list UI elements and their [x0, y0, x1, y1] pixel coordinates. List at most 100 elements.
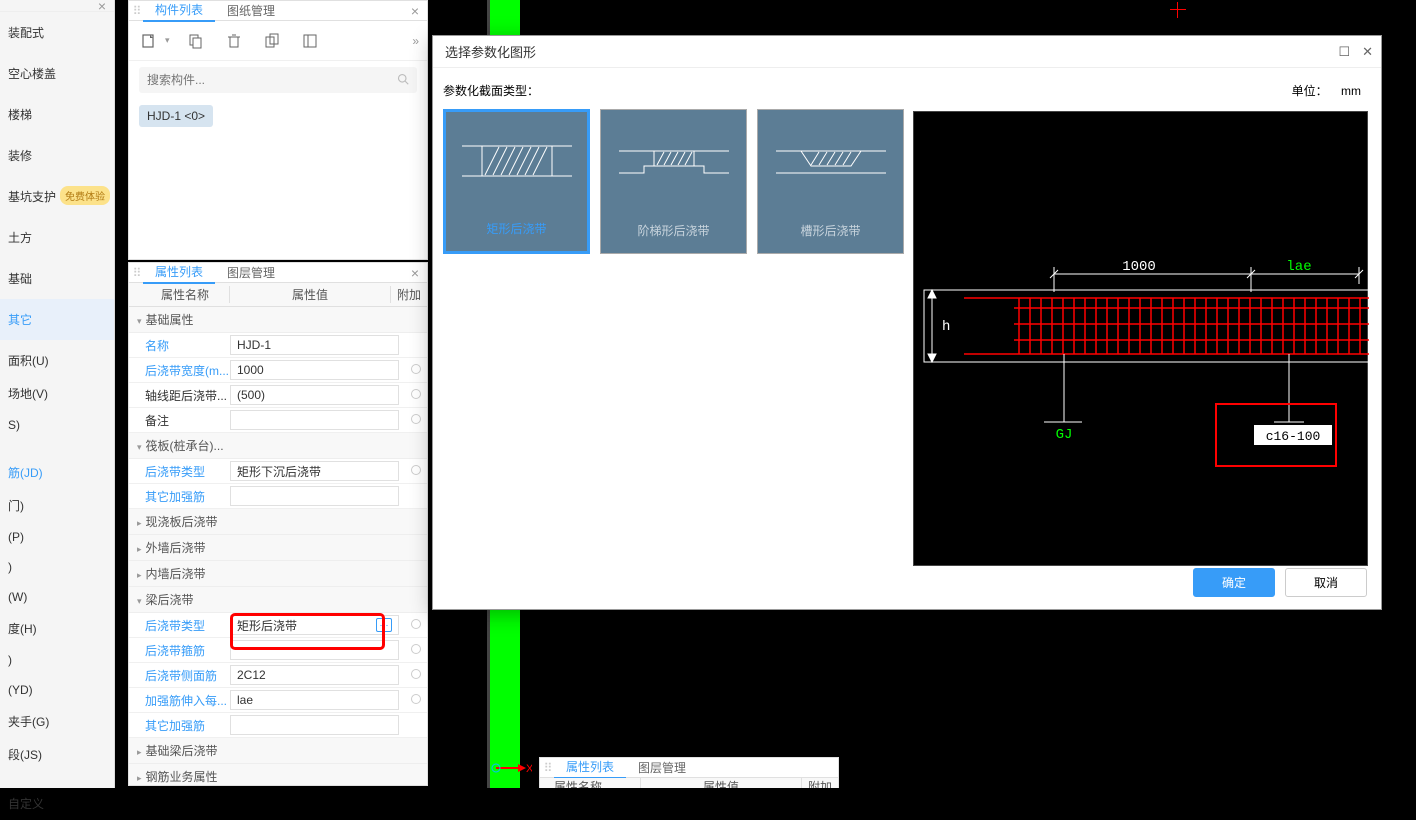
- prop-row: 轴线距后浇带...(500): [129, 383, 427, 408]
- component-item[interactable]: HJD-1 <0>: [139, 105, 213, 127]
- param-dialog: 选择参数化图形 ☐ ✕ 参数化截面类型： 单位： mm: [432, 35, 1382, 610]
- layer-icon[interactable]: [298, 29, 322, 53]
- close-icon[interactable]: ✕: [1362, 44, 1373, 60]
- prop-value-input[interactable]: [230, 715, 399, 735]
- maximize-icon[interactable]: ☐: [1338, 44, 1350, 60]
- prop-value-input[interactable]: [230, 410, 399, 430]
- tab-drawing-mgmt[interactable]: 图纸管理: [215, 0, 287, 21]
- prop-value-input[interactable]: [230, 640, 399, 660]
- dialog-title-text: 选择参数化图形: [445, 42, 536, 61]
- option-step[interactable]: 阶梯形后浇带: [600, 109, 747, 254]
- prop-value-input[interactable]: [230, 486, 399, 506]
- nav-sub-item[interactable]: 场地(V): [0, 377, 114, 410]
- svg-text:c16-100: c16-100: [1266, 429, 1321, 444]
- extra-radio[interactable]: [405, 388, 427, 402]
- drag-handle-icon[interactable]: ⠿: [540, 761, 554, 775]
- prop-row: 备注: [129, 408, 427, 433]
- extra-radio[interactable]: [405, 363, 427, 377]
- browse-dots-icon[interactable]: ⋯: [376, 618, 392, 632]
- comp-tabs: ⠿ 构件列表 图纸管理 ×: [129, 1, 427, 21]
- nav-sub-item[interactable]: (W): [0, 582, 114, 612]
- tab-layer-mgmt[interactable]: 图层管理: [215, 262, 287, 283]
- prop-group-header[interactable]: 梁后浇带: [129, 587, 427, 613]
- nav-sub-item[interactable]: ): [0, 552, 114, 582]
- prop-row: 后浇带箍筋: [129, 638, 427, 663]
- drag-handle-icon[interactable]: ⠿: [129, 266, 143, 280]
- nav-sub-item[interactable]: 夹手(G): [0, 705, 114, 738]
- prop-value-input[interactable]: 矩形后浇带⋯: [230, 615, 399, 635]
- dialog-titlebar[interactable]: 选择参数化图形 ☐ ✕: [433, 36, 1381, 68]
- prop-group-header[interactable]: 基础梁后浇带: [129, 738, 427, 764]
- tab-layer-mgmt-2[interactable]: 图层管理: [626, 757, 698, 778]
- tab-component-list[interactable]: 构件列表: [143, 0, 215, 22]
- copy-icon[interactable]: [184, 29, 208, 53]
- nav-item[interactable]: 其它: [0, 299, 114, 340]
- prop-value-input[interactable]: HJD-1: [230, 335, 399, 355]
- extra-radio[interactable]: [405, 413, 427, 427]
- nav-item[interactable]: 基础: [0, 258, 114, 299]
- nav-item[interactable]: 楼梯: [0, 94, 114, 135]
- extra-radio[interactable]: [405, 668, 427, 682]
- prop-label: 备注: [145, 412, 230, 429]
- nav-sub-item[interactable]: 度(H): [0, 612, 114, 645]
- nav-sub-item[interactable]: 筋(JD): [0, 456, 114, 489]
- new-icon[interactable]: [137, 29, 161, 53]
- axis-indicator: X: [488, 744, 532, 779]
- prop-group-header[interactable]: 基础属性: [129, 307, 427, 333]
- search-input[interactable]: [147, 73, 397, 87]
- ok-button[interactable]: 确定: [1193, 568, 1275, 597]
- prop-label: 后浇带类型: [145, 463, 230, 480]
- dropdown-arrow-icon[interactable]: ▾: [165, 35, 170, 46]
- expand-icon[interactable]: »: [412, 34, 419, 48]
- nav-header: ×: [0, 0, 114, 12]
- prop-group-header[interactable]: 筏板(桩承台)...: [129, 433, 427, 459]
- nav-item[interactable]: 基坑支护免费体验: [0, 176, 114, 217]
- nav-item[interactable]: 装修: [0, 135, 114, 176]
- comp-toolbar: ▾ »: [129, 21, 427, 61]
- nav-sub-item[interactable]: (P): [0, 522, 114, 552]
- prop-group-header[interactable]: 外墙后浇带: [129, 535, 427, 561]
- option-groove[interactable]: 槽形后浇带: [757, 109, 904, 254]
- nav-sub-item[interactable]: (YD): [0, 675, 114, 705]
- prop-group-header[interactable]: 内墙后浇带: [129, 561, 427, 587]
- drag-handle-icon[interactable]: ⠿: [129, 4, 143, 18]
- prop-value-input[interactable]: 矩形下沉后浇带: [230, 461, 399, 481]
- nav-item[interactable]: 空心楼盖: [0, 53, 114, 94]
- cancel-button[interactable]: 取消: [1285, 568, 1367, 597]
- duplicate-icon[interactable]: [260, 29, 284, 53]
- nav-sub-item[interactable]: 段(JS): [0, 738, 114, 771]
- tab-property-list[interactable]: 属性列表: [143, 262, 215, 284]
- delete-icon[interactable]: [222, 29, 246, 53]
- nav-sub-item[interactable]: S): [0, 410, 114, 440]
- prop-label: 后浇带侧面筋: [145, 667, 230, 684]
- nav-sub-item[interactable]: 面积(U): [0, 344, 114, 377]
- prop-group-header[interactable]: 钢筋业务属性: [129, 764, 427, 786]
- nav-item[interactable]: 装配式: [0, 12, 114, 53]
- prop-value-input[interactable]: lae: [230, 690, 399, 710]
- nav-sub-item[interactable]: 门): [0, 489, 114, 522]
- svg-text:h: h: [942, 319, 950, 335]
- nav-item[interactable]: 土方: [0, 217, 114, 258]
- nav-sub-item[interactable]: [0, 771, 114, 787]
- prop-group-header[interactable]: 现浇板后浇带: [129, 509, 427, 535]
- option-rect[interactable]: 矩形后浇带: [443, 109, 590, 254]
- prop-value-input[interactable]: 2C12: [230, 665, 399, 685]
- prop-value-input[interactable]: 1000: [230, 360, 399, 380]
- nav-sub-item[interactable]: 自定义: [0, 787, 114, 820]
- extra-radio[interactable]: [405, 693, 427, 707]
- extra-radio[interactable]: [405, 464, 427, 478]
- extra-radio[interactable]: [405, 643, 427, 657]
- nav-sub-item[interactable]: [0, 440, 114, 456]
- svg-text:lae: lae: [1286, 259, 1311, 275]
- panel-close-icon[interactable]: ×: [411, 265, 419, 281]
- nav-sub-item[interactable]: ): [0, 645, 114, 675]
- prop-value-input[interactable]: (500): [230, 385, 399, 405]
- tab-property-list-2[interactable]: 属性列表: [554, 756, 626, 779]
- extra-radio[interactable]: [405, 618, 427, 632]
- badge: 免费体验: [60, 186, 110, 205]
- search-box[interactable]: [139, 67, 417, 93]
- search-icon[interactable]: [397, 73, 409, 88]
- param-type-label: 参数化截面类型：: [443, 82, 539, 99]
- panel-close-icon[interactable]: ×: [411, 3, 419, 19]
- property-panel: ⠿ 属性列表 图层管理 × 属性名称 属性值 附加 基础属性名称HJD-1后浇带…: [128, 262, 428, 786]
